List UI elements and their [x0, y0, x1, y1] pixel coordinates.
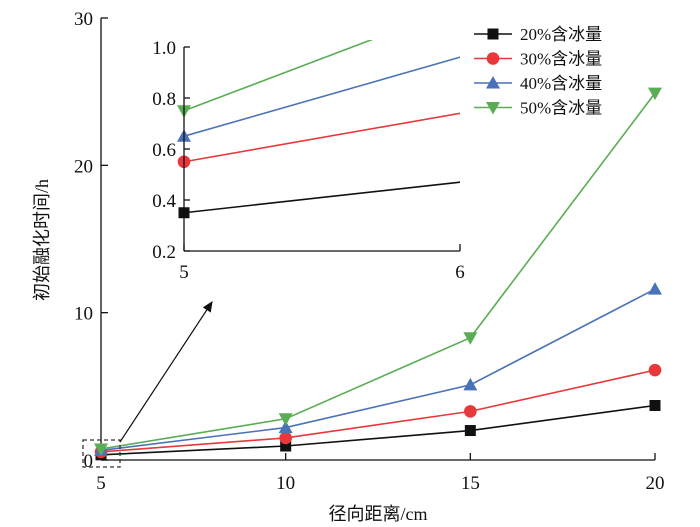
- x-tick-label: 15: [461, 473, 480, 494]
- data-point: [464, 425, 476, 437]
- data-point: [278, 413, 293, 426]
- inset-plot-area: [184, 40, 460, 214]
- legend: 20%含冰量 30%含冰量 40%含冰量 50%含冰量: [474, 25, 602, 118]
- legend-marker: [486, 102, 500, 115]
- y-tick-label: 30: [74, 9, 93, 30]
- legend-label: 30%含冰量: [520, 50, 602, 69]
- data-point: [280, 440, 292, 452]
- inset-x-tick-label: 5: [179, 262, 189, 283]
- x-tick-label: 5: [96, 473, 106, 494]
- y-axis-label: 初始融化时间/h: [32, 179, 52, 301]
- inset-y-tick-label: 0.2: [152, 242, 176, 263]
- inset-y-tick-label: 0.4: [152, 191, 176, 212]
- series-line: [100, 369, 656, 453]
- data-point: [649, 399, 661, 411]
- y-tick-label: 0: [84, 451, 94, 472]
- x-tick-label: 20: [646, 473, 665, 494]
- legend-marker: [486, 52, 500, 65]
- legend-marker: [486, 76, 500, 89]
- inset-x-tick-label: 6: [455, 262, 465, 283]
- legend-label: 40%含冰量: [520, 74, 602, 93]
- legend-label: 20%含冰量: [520, 25, 602, 44]
- inset-pointer-arrow: [119, 300, 213, 443]
- y-tick-label: 10: [74, 304, 93, 325]
- data-point: [278, 420, 293, 434]
- inset-y-tick-label: 1.0: [152, 38, 176, 59]
- data-point: [648, 87, 662, 101]
- legend-label: 50%含冰量: [520, 99, 602, 118]
- x-axis-label: 径向距离/cm: [329, 504, 428, 524]
- data-point: [463, 332, 478, 345]
- inset-series-line: [184, 40, 374, 112]
- x-tick-label: 10: [276, 473, 295, 494]
- data-point: [463, 377, 478, 391]
- data-point: [464, 405, 477, 418]
- y-tick-label: 20: [74, 156, 93, 177]
- data-point: [94, 443, 108, 456]
- data-point: [648, 282, 662, 295]
- series-line: [100, 92, 656, 450]
- legend-marker: [487, 28, 499, 40]
- data-point: [279, 431, 292, 445]
- inset-y-tick-label: 0.8: [152, 89, 176, 110]
- inset-y-tick-label: 0.6: [152, 140, 176, 161]
- zoom-region-box: [82, 439, 121, 468]
- series-line: [100, 404, 656, 456]
- inset-series-line: [184, 181, 460, 214]
- series-line: [100, 288, 656, 452]
- data-point: [648, 363, 662, 377]
